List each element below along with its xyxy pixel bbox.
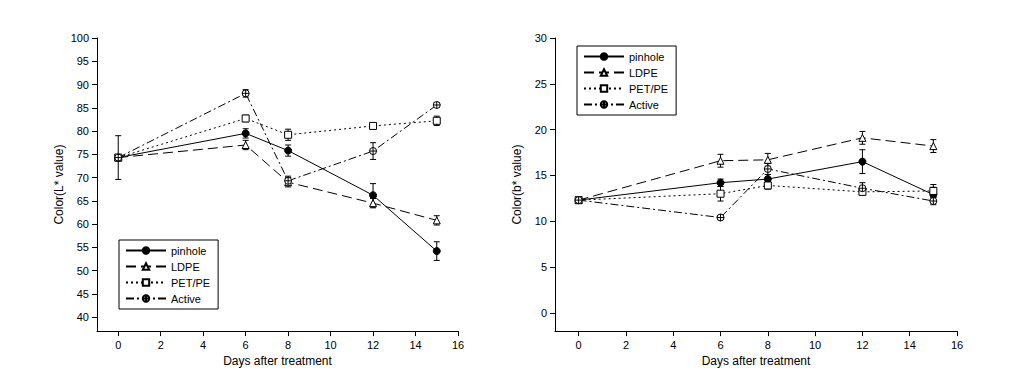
svg-text:15: 15 [535, 169, 547, 181]
svg-text:0: 0 [576, 339, 582, 351]
svg-text:10: 10 [809, 339, 821, 351]
svg-text:pinhole: pinhole [171, 245, 206, 257]
svg-text:14: 14 [409, 339, 421, 351]
svg-text:Color(b* value): Color(b* value) [510, 145, 524, 225]
svg-text:Days after treatment: Days after treatment [223, 354, 332, 368]
svg-text:0: 0 [541, 307, 547, 319]
svg-text:12: 12 [367, 339, 379, 351]
svg-text:8: 8 [285, 339, 291, 351]
svg-text:Days after treatment: Days after treatment [702, 354, 811, 368]
svg-text:50: 50 [77, 265, 89, 277]
svg-text:5: 5 [541, 261, 547, 273]
svg-text:60: 60 [77, 218, 89, 230]
svg-text:80: 80 [77, 125, 89, 137]
svg-text:0: 0 [115, 339, 121, 351]
svg-text:6: 6 [243, 339, 249, 351]
svg-text:2: 2 [623, 339, 629, 351]
svg-text:40: 40 [77, 311, 89, 323]
svg-text:10: 10 [535, 215, 547, 227]
svg-text:pinhole: pinhole [629, 51, 664, 63]
svg-text:LDPE: LDPE [629, 67, 658, 79]
svg-text:Active: Active [629, 99, 659, 111]
svg-text:85: 85 [77, 102, 89, 114]
svg-text:Active: Active [171, 293, 201, 305]
svg-text:95: 95 [77, 55, 89, 67]
svg-text:45: 45 [77, 288, 89, 300]
svg-text:25: 25 [535, 78, 547, 90]
svg-text:12: 12 [856, 339, 868, 351]
svg-text:75: 75 [77, 148, 89, 160]
svg-text:8: 8 [765, 339, 771, 351]
svg-text:65: 65 [77, 195, 89, 207]
svg-text:90: 90 [77, 79, 89, 91]
svg-text:PET/PE: PET/PE [171, 277, 210, 289]
svg-text:30: 30 [535, 32, 547, 44]
svg-text:2: 2 [158, 339, 164, 351]
svg-text:14: 14 [904, 339, 916, 351]
svg-text:6: 6 [717, 339, 723, 351]
svg-text:16: 16 [951, 339, 963, 351]
svg-text:Color(L* value): Color(L* value) [52, 145, 66, 225]
svg-text:10: 10 [324, 339, 336, 351]
svg-text:55: 55 [77, 241, 89, 253]
svg-text:16: 16 [452, 339, 464, 351]
svg-text:20: 20 [535, 124, 547, 136]
svg-text:100: 100 [71, 32, 89, 44]
svg-text:4: 4 [200, 339, 206, 351]
svg-text:70: 70 [77, 172, 89, 184]
svg-text:LDPE: LDPE [171, 261, 200, 273]
svg-text:PET/PE: PET/PE [629, 83, 668, 95]
svg-text:4: 4 [670, 339, 676, 351]
